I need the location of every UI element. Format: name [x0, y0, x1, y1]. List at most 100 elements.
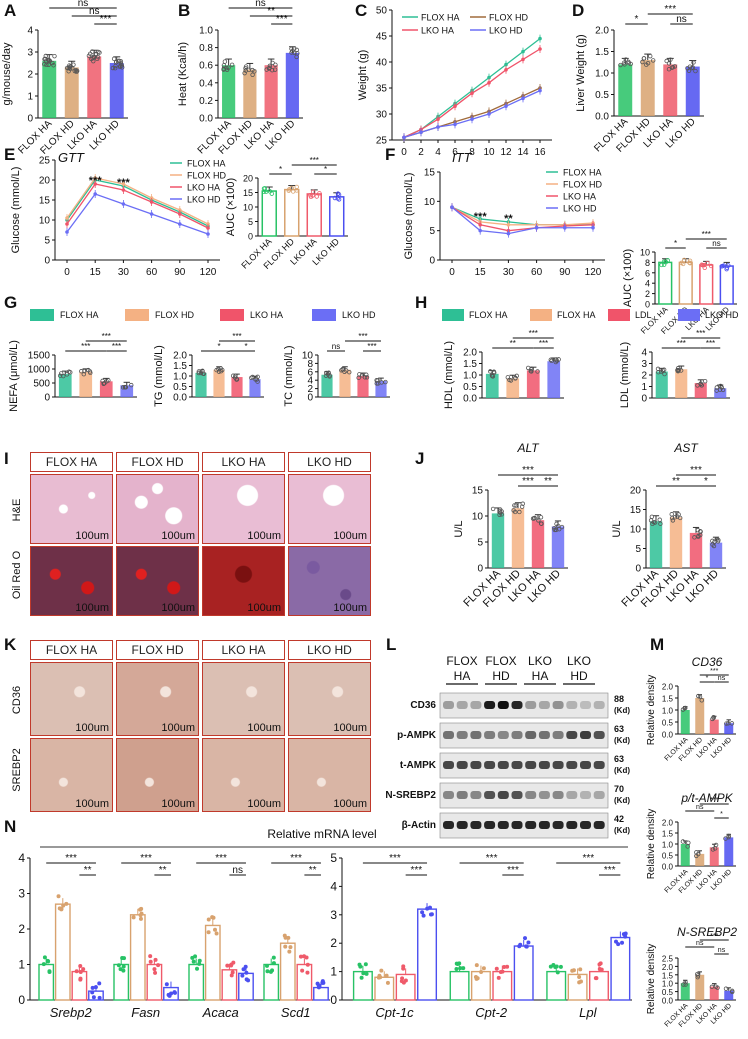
- blot-band: [552, 821, 564, 829]
- chart-title: ALT: [516, 441, 540, 455]
- panel-letter: K: [4, 635, 17, 654]
- data-point: [269, 67, 275, 73]
- scale-bar-label: 100um: [75, 602, 109, 614]
- scale-bar-label: 100um: [161, 530, 195, 542]
- data-point: [79, 369, 84, 374]
- data-point: [496, 975, 501, 980]
- significance-label: ns: [696, 940, 704, 947]
- y-axis-label: AUC (×100): [225, 178, 237, 236]
- y-tick-label: 4: [27, 26, 33, 37]
- data-point: [680, 839, 686, 844]
- data-point: [335, 191, 341, 196]
- data-point: [710, 716, 715, 722]
- blot-band: [566, 761, 578, 769]
- y-tick-label: 30: [376, 110, 388, 121]
- bar: [329, 196, 345, 237]
- y-tick-label: 10: [472, 512, 484, 523]
- data-point: [696, 851, 701, 857]
- data-point: [698, 529, 703, 534]
- bar: [551, 526, 565, 568]
- y-tick-label: 25: [376, 136, 388, 147]
- y-tick-label: 1: [330, 965, 337, 979]
- data-point: [347, 370, 352, 375]
- y-tick-label: 15: [424, 168, 436, 179]
- y-tick-label: 5: [477, 538, 483, 549]
- bar: [58, 374, 72, 397]
- significance-label: ***: [474, 211, 488, 223]
- data-point: [699, 698, 704, 703]
- x-tick-label: 120: [585, 267, 602, 278]
- data-point: [554, 521, 559, 527]
- data-point: [116, 963, 121, 968]
- bar: [658, 261, 673, 305]
- data-point: [211, 915, 216, 920]
- legend-swatch: [678, 309, 700, 321]
- gene-label: Scd1: [281, 1005, 311, 1020]
- bar: [610, 936, 631, 1001]
- data-point: [385, 980, 390, 985]
- data-point: [153, 970, 158, 975]
- bar: [695, 853, 705, 866]
- bar: [313, 986, 329, 1001]
- y-tick-label: 15: [630, 505, 642, 516]
- data-point: [332, 195, 338, 201]
- y-tick-label: 0.5: [662, 852, 674, 861]
- data-point: [93, 51, 99, 56]
- significance-label: *: [720, 811, 723, 818]
- data-point: [548, 357, 553, 362]
- data-point: [651, 58, 656, 63]
- significance-label: ***: [117, 177, 131, 189]
- data-point: [191, 959, 196, 964]
- data-point: [294, 47, 299, 53]
- legend-label: LKO HD: [489, 26, 523, 36]
- data-point: [364, 971, 369, 976]
- legend-swatch: [312, 309, 336, 321]
- data-point: [78, 969, 83, 974]
- y-tick-label: 10: [630, 525, 642, 536]
- y-tick-label: 2: [645, 289, 650, 299]
- data-point: [111, 56, 117, 62]
- bar: [709, 986, 719, 1000]
- bar: [374, 976, 395, 1001]
- legend-label: LKO HA: [563, 192, 596, 202]
- y-tick-label: 0: [248, 232, 253, 242]
- significance-label: ***: [358, 332, 367, 341]
- gene-label: Acaca: [202, 1005, 239, 1020]
- blot-band: [484, 791, 496, 799]
- y-tick-label: 4: [18, 851, 25, 865]
- data-point: [675, 366, 681, 371]
- data-point: [64, 65, 70, 71]
- bar: [231, 377, 243, 397]
- histology-column-label: LKO HD: [288, 640, 371, 660]
- data-point: [640, 59, 645, 65]
- data-point: [711, 543, 717, 549]
- blot-band: [566, 791, 578, 799]
- y-axis-label: AUC (×100): [622, 249, 634, 307]
- legend-label: LDL: [635, 310, 652, 320]
- row-label: H&E: [11, 499, 23, 522]
- data-point: [694, 971, 700, 977]
- bar: [395, 973, 416, 1001]
- y-tick-label: 1000: [28, 365, 51, 376]
- chart-c: 25 30 35 40 45 50 0 2 4 6 8 10 12 14 16 Weight (g): [357, 6, 552, 158]
- bar: [680, 983, 690, 1000]
- y-tick-label: 0.2: [199, 96, 213, 107]
- data-point: [230, 970, 235, 975]
- bar: [699, 264, 714, 305]
- data-point: [691, 60, 696, 65]
- data-point: [64, 901, 69, 906]
- blot-band: [593, 761, 605, 769]
- scale-bar-label: 100um: [333, 602, 367, 614]
- scale-bar-label: 100um: [75, 722, 109, 734]
- significance-label: **: [510, 339, 516, 348]
- data-point: [112, 66, 118, 71]
- data-point: [51, 63, 56, 68]
- data-point: [67, 64, 73, 70]
- row-label: CD36: [11, 686, 23, 714]
- data-point: [110, 65, 116, 71]
- chart-title: p/t-AMPK: [680, 791, 733, 805]
- kd-value: 88: [614, 694, 624, 704]
